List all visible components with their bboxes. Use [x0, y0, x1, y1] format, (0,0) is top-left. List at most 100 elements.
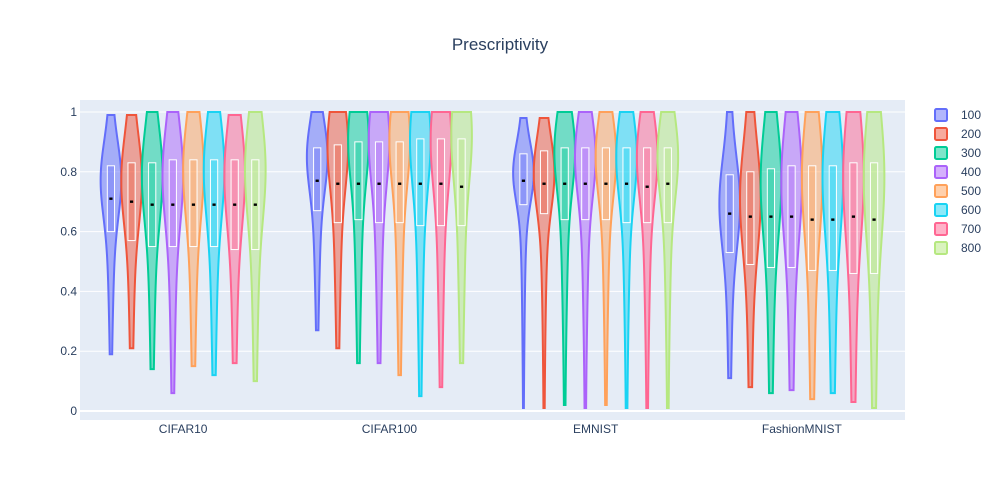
violin-600-CIFAR100	[408, 110, 432, 398]
violin-body	[243, 110, 267, 383]
violin-600-FashionMNIST	[821, 110, 845, 395]
violin-body	[862, 110, 886, 410]
violin-700-FashionMNIST	[842, 110, 865, 404]
violin-box	[519, 153, 528, 206]
x-axis: CIFAR10 CIFAR100 EMNIST FashionMNIST	[159, 422, 843, 436]
legend-label: 800	[961, 241, 981, 255]
x-tick-label: CIFAR100	[362, 422, 418, 436]
violin-600-EMNIST	[615, 110, 638, 410]
legend-item-100[interactable]: 100	[934, 108, 981, 122]
y-tick-label: 0.8	[60, 165, 77, 179]
x-tick-label: EMNIST	[573, 422, 619, 436]
violin-box	[416, 138, 425, 227]
violin-500-FashionMNIST	[800, 110, 824, 401]
legend[interactable]: 100 200 300 400 500 600 700 800	[934, 108, 981, 255]
violins	[99, 110, 886, 410]
violin-box	[849, 162, 858, 274]
violin-300-FashionMNIST	[759, 110, 783, 395]
y-tick-label: 0.6	[60, 225, 77, 239]
violin-200-CIFAR100	[326, 110, 350, 350]
y-axis: 0 0.2 0.4 0.6 0.8 1	[60, 105, 77, 418]
x-tick-label: CIFAR10	[159, 422, 208, 436]
violin-body	[532, 116, 556, 410]
violin-body	[429, 110, 453, 389]
violin-100-EMNIST	[512, 116, 535, 410]
violin-box	[457, 138, 466, 227]
violin-box	[766, 168, 776, 268]
violin-body	[656, 110, 680, 410]
violin-body	[182, 110, 205, 368]
legend-swatch	[934, 146, 948, 160]
violin-700-CIFAR10	[223, 113, 247, 365]
violin-box	[663, 147, 672, 224]
violin-body	[367, 110, 391, 365]
violin-400-CIFAR100	[367, 110, 391, 365]
violin-body	[326, 110, 350, 350]
legend-item-600[interactable]: 600	[934, 203, 981, 217]
legend-label: 300	[961, 146, 981, 160]
legend-label: 500	[961, 184, 981, 198]
violin-200-EMNIST	[532, 116, 556, 410]
violin-body	[388, 110, 412, 377]
violin-body	[120, 113, 143, 350]
violin-600-CIFAR10	[202, 110, 226, 377]
violin-body	[305, 110, 329, 332]
violin-box	[539, 150, 549, 215]
violin-body	[99, 113, 123, 356]
violin-box	[354, 141, 363, 221]
violin-400-EMNIST	[573, 110, 597, 410]
legend-label: 700	[961, 222, 981, 236]
violin-body	[553, 110, 576, 407]
violin-box	[746, 171, 755, 265]
violin-body	[615, 110, 638, 410]
violin-300-CIFAR10	[140, 110, 164, 371]
violin-body	[759, 110, 783, 395]
violin-300-CIFAR100	[347, 110, 370, 365]
violin-body	[573, 110, 597, 410]
legend-swatch	[934, 241, 948, 255]
violin-body	[738, 110, 762, 389]
violin-box	[168, 159, 177, 248]
violin-500-CIFAR100	[388, 110, 412, 377]
legend-item-800[interactable]: 800	[934, 241, 981, 255]
legend-swatch	[934, 184, 948, 198]
violin-800-EMNIST	[656, 110, 680, 410]
violin-box	[313, 147, 322, 212]
violin-box	[395, 141, 404, 224]
violin-800-CIFAR100	[450, 110, 473, 365]
violin-100-CIFAR100	[305, 110, 329, 332]
violin-500-CIFAR10	[182, 110, 205, 368]
violin-200-FashionMNIST	[738, 110, 762, 389]
legend-swatch	[934, 203, 948, 217]
violin-700-CIFAR100	[429, 110, 453, 389]
violin-box	[869, 162, 879, 274]
violin-body	[800, 110, 824, 401]
legend-label: 600	[961, 203, 981, 217]
x-tick-label: FashionMNIST	[762, 422, 843, 436]
y-tick-label: 0.4	[60, 284, 77, 298]
violin-body	[347, 110, 370, 365]
violin-box	[209, 159, 219, 248]
violin-100-FashionMNIST	[718, 110, 742, 380]
legend-item-200[interactable]: 200	[934, 127, 981, 141]
violin-body	[780, 110, 803, 392]
legend-swatch	[934, 165, 948, 179]
chart-title: Prescriptivity	[452, 35, 549, 54]
legend-swatch	[934, 108, 948, 122]
violin-800-CIFAR10	[243, 110, 267, 383]
legend-item-500[interactable]: 500	[934, 184, 981, 198]
violin-300-EMNIST	[553, 110, 576, 407]
violin-500-EMNIST	[594, 110, 618, 407]
violin-200-CIFAR10	[120, 113, 143, 350]
legend-label: 400	[961, 165, 981, 179]
violin-body	[512, 116, 535, 410]
legend-item-700[interactable]: 700	[934, 222, 981, 236]
violin-body	[635, 110, 659, 410]
violin-body	[223, 113, 247, 365]
violin-body	[408, 110, 432, 398]
y-tick-label: 0	[70, 404, 77, 418]
legend-label: 100	[961, 108, 981, 122]
legend-item-400[interactable]: 400	[934, 165, 981, 179]
violin-400-FashionMNIST	[780, 110, 803, 392]
legend-item-300[interactable]: 300	[934, 146, 981, 160]
